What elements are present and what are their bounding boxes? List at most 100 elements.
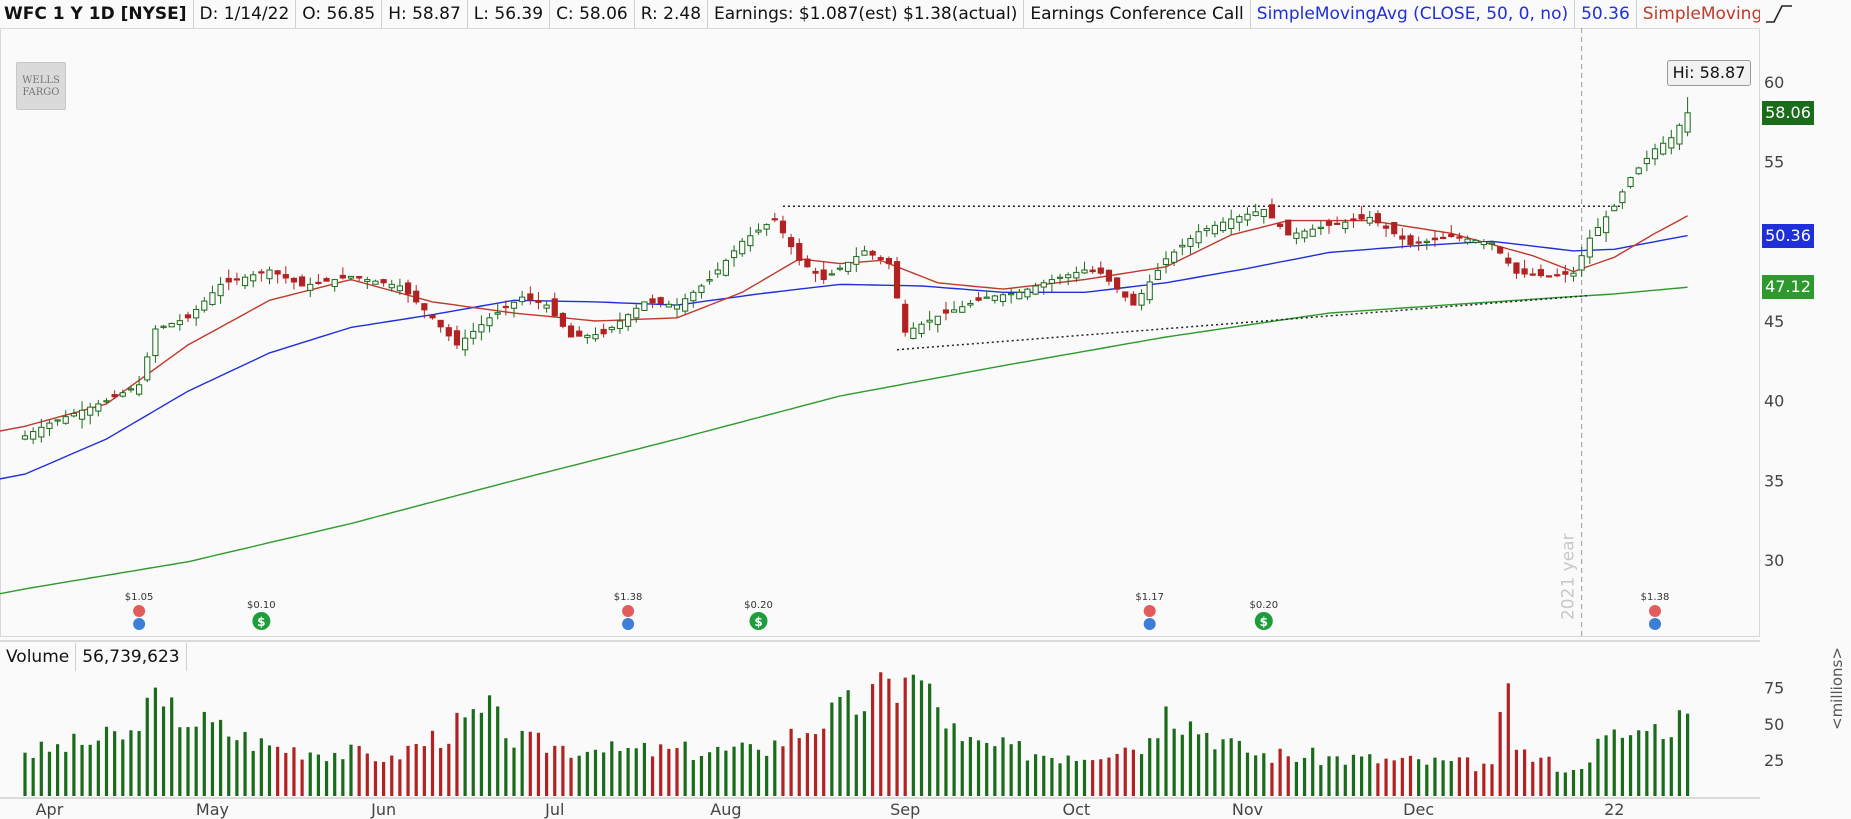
volume-bar — [1262, 753, 1266, 796]
candle-up — [747, 235, 754, 247]
candle-down — [502, 305, 509, 309]
month-label: May — [195, 800, 229, 819]
candle-up — [706, 279, 713, 282]
chart-style-icon[interactable] — [1762, 0, 1796, 28]
candle-up — [519, 296, 526, 303]
volume-bar — [88, 744, 92, 796]
candle-up — [388, 283, 395, 289]
candle-up — [331, 279, 338, 288]
candle-up — [1244, 213, 1251, 221]
volume-bar — [373, 761, 378, 796]
candle-up — [1611, 205, 1618, 212]
earnings-call-icon — [133, 605, 146, 617]
volume-bar — [781, 746, 785, 796]
candle-up — [1570, 272, 1577, 277]
volume-bar — [976, 740, 981, 796]
candle-up — [682, 298, 689, 312]
volume-bar — [1523, 749, 1527, 796]
candle-up — [1342, 221, 1349, 229]
volume-bar — [716, 746, 720, 796]
candle-down — [437, 319, 444, 328]
candle-down — [356, 276, 363, 279]
volume-bar — [1115, 753, 1119, 796]
volume-bar — [512, 747, 516, 796]
volume-bar — [80, 744, 84, 796]
candle-down — [1114, 277, 1121, 290]
volume-bar — [1482, 763, 1486, 796]
candle-down — [796, 243, 803, 261]
volume-bar — [1221, 739, 1225, 796]
candle-down — [893, 261, 901, 299]
sma20-study-label[interactable]: SimpleMovingAvg (CLOSE,... — [1637, 0, 1760, 28]
price-volume-chart[interactable]: 303540455055602550752021 year$1.05$1.38$… — [0, 28, 1851, 800]
volume-bar — [251, 750, 255, 796]
candle-up — [983, 296, 990, 299]
candle-down — [421, 303, 428, 311]
earnings-label[interactable]: Earnings: $1.087(est) $1.38(actual) — [708, 0, 1025, 28]
volume-bar — [985, 742, 989, 796]
candle-up — [934, 315, 941, 325]
volume-bar — [545, 752, 549, 796]
candle-up — [1578, 255, 1585, 271]
volume-bar — [1197, 734, 1201, 796]
candle-up — [755, 229, 762, 233]
volume-bar — [161, 706, 166, 796]
volume-bar — [610, 741, 614, 796]
candle-up — [673, 304, 681, 310]
volume-bar — [1400, 757, 1404, 796]
volume-bar — [1686, 713, 1690, 796]
volume-bar — [862, 711, 867, 796]
candle-up — [1187, 238, 1194, 247]
volume-bar — [504, 738, 508, 796]
sma50-study-label[interactable]: SimpleMovingAvg (CLOSE, 50, 0, no) — [1251, 0, 1576, 28]
candle-down — [1350, 218, 1357, 222]
earnings-value-label: $1.38 — [1641, 592, 1670, 603]
volume-bar — [1042, 755, 1046, 796]
candle-up — [1668, 137, 1675, 149]
volume-bar — [1107, 757, 1111, 796]
volume-bar — [1180, 734, 1184, 796]
volume-bar — [1360, 756, 1364, 796]
volume-bar — [324, 761, 329, 796]
candle-down — [1448, 233, 1455, 238]
volume-bar — [1074, 761, 1078, 796]
candle-up — [307, 283, 314, 291]
candle-down — [339, 274, 346, 279]
volume-bar — [1368, 754, 1372, 796]
volume-bar — [1653, 724, 1657, 796]
candle-down — [567, 325, 575, 338]
volume-bar — [1563, 772, 1567, 796]
candle-up — [836, 267, 844, 270]
volume-bar — [1620, 737, 1624, 796]
candle-up — [918, 323, 925, 334]
volume-bar — [455, 712, 459, 796]
candle-up — [1008, 293, 1015, 296]
candle-down — [1529, 273, 1536, 276]
conference-call-label[interactable]: Earnings Conference Call — [1024, 0, 1251, 28]
volume-bar — [1343, 764, 1347, 796]
volume-bar — [895, 702, 899, 796]
volume-bar — [1099, 759, 1103, 796]
volume-bar — [1433, 757, 1437, 796]
volume-header: Volume 56,739,623 — [0, 643, 187, 671]
high-bubble: Hi: 58.87 — [1667, 60, 1751, 86]
candle-up — [910, 327, 917, 340]
candle-down — [111, 394, 118, 398]
symbol-label[interactable]: WFC 1 Y 1D [NYSE] — [0, 0, 194, 28]
month-axis: Apr May Jun Jul Aug Sep Oct Nov Dec 22 — [0, 800, 1760, 819]
candle-up — [62, 416, 69, 424]
volume-bar — [928, 683, 932, 796]
candle-up — [30, 431, 37, 440]
candle-up — [608, 326, 615, 331]
volume-bar — [1327, 756, 1331, 796]
volume-bar — [756, 749, 761, 796]
candle-up — [959, 306, 966, 313]
volume-bar — [64, 751, 68, 796]
candle-up — [95, 403, 102, 412]
candle-down — [1374, 213, 1382, 224]
candle-up — [266, 269, 273, 280]
volume-bar — [23, 752, 27, 796]
candle-up — [991, 295, 998, 301]
candle-down — [535, 299, 542, 303]
candle-up — [250, 274, 257, 282]
